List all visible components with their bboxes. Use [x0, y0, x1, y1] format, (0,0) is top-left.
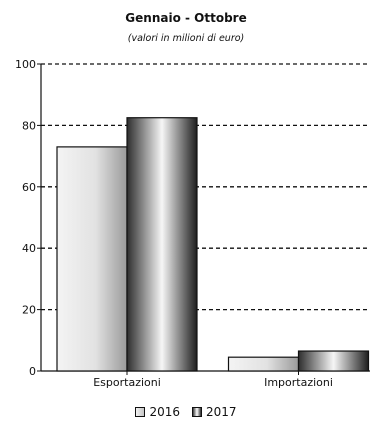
- y-tick-label: 40: [22, 242, 36, 255]
- x-tick-label: Importazioni: [264, 376, 333, 389]
- y-tick-label: 0: [29, 365, 36, 378]
- x-tick-label: Esportazioni: [93, 376, 161, 389]
- legend-item-2016: 2016: [135, 405, 180, 419]
- y-tick-label: 20: [22, 304, 36, 317]
- legend-item-2017: 2017: [192, 405, 237, 419]
- bar-2016-importazioni: [227, 356, 300, 372]
- legend-label: 2017: [206, 405, 237, 419]
- y-tick-label: 100: [15, 58, 36, 71]
- legend-label: 2016: [149, 405, 180, 419]
- bar-2016-esportazioni: [56, 146, 128, 372]
- chart-legend: 2016 2017: [0, 405, 372, 419]
- bar-2017-importazioni: [297, 350, 370, 372]
- chart-subtitle: (valori in milioni di euro): [127, 33, 245, 44]
- bar-2017-esportazioni: [126, 117, 198, 372]
- chart-title: Gennaio - Ottobre: [125, 11, 247, 25]
- y-tick-label: 80: [22, 119, 36, 132]
- y-tick-label: 60: [22, 181, 36, 194]
- legend-swatch: [192, 407, 202, 417]
- legend-swatch: [135, 407, 146, 417]
